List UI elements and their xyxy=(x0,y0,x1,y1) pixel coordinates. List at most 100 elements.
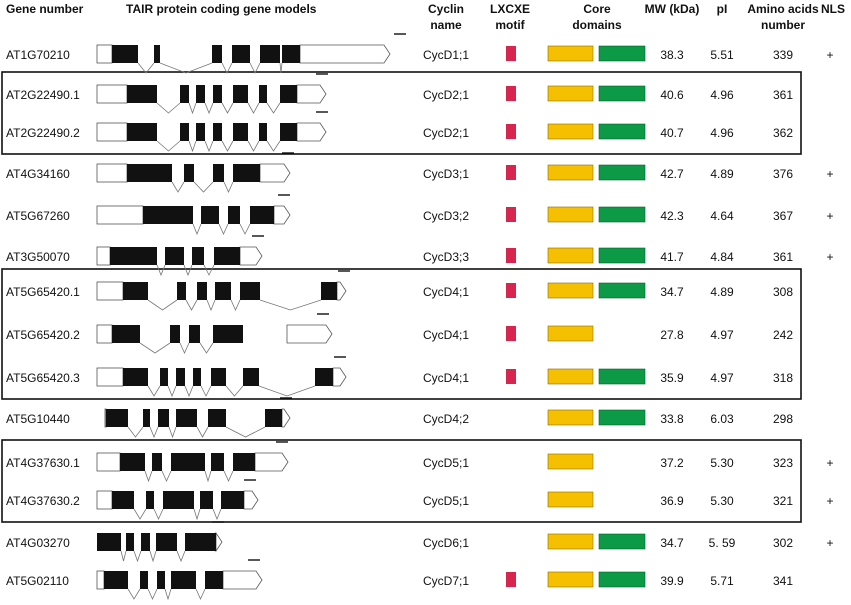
group-box xyxy=(1,268,802,400)
cyclin-name: CycD4;1 xyxy=(423,285,469,299)
utr-5prime xyxy=(104,408,107,428)
exon-block xyxy=(165,247,184,265)
amino-acid-count: 361 xyxy=(773,88,793,102)
lxcxe-motif-mark xyxy=(506,326,516,341)
intron-line xyxy=(167,385,177,398)
intron-line xyxy=(188,140,197,153)
exon-block xyxy=(315,368,333,386)
intron-line xyxy=(176,550,186,563)
amino-acid-count: 308 xyxy=(773,285,793,299)
utr-5prime xyxy=(96,367,124,387)
exon-block xyxy=(196,85,205,103)
core-domain-a xyxy=(547,533,594,550)
gene-number: AT4G37630.2 xyxy=(6,494,80,508)
core-domain-a xyxy=(547,453,594,470)
utr-5prime xyxy=(96,122,128,142)
isoelectric-point: 5.30 xyxy=(710,456,734,470)
gene-model xyxy=(96,111,328,153)
exon-block xyxy=(127,85,157,103)
core-domain-b xyxy=(598,409,646,426)
gene-model xyxy=(96,559,263,601)
utr-5prime xyxy=(96,324,113,344)
exon-block xyxy=(177,282,186,300)
table-row: AT5G65420.2 CycD4;1 27.8 4.97 242 xyxy=(6,325,793,342)
exon-block xyxy=(176,409,197,427)
intron-line xyxy=(279,62,283,74)
isoelectric-point: 6.03 xyxy=(710,412,734,426)
isoelectric-point: 4.97 xyxy=(710,371,734,385)
gene-model xyxy=(96,441,289,483)
isoelectric-point: 5.30 xyxy=(710,494,734,508)
mw-kda: 40.7 xyxy=(660,126,684,140)
exon-block xyxy=(259,85,267,103)
lxcxe-motif-mark xyxy=(506,46,516,61)
cyclin-name: CycD2;1 xyxy=(423,88,469,102)
intron-line xyxy=(149,550,157,563)
utr-3prime xyxy=(336,281,347,301)
intron-line xyxy=(195,588,206,600)
exon-block xyxy=(233,164,260,182)
amino-acid-count: 323 xyxy=(773,456,793,470)
utr-5prime xyxy=(96,44,113,64)
lxcxe-motif-mark xyxy=(506,86,516,101)
amino-acid-count: 362 xyxy=(773,126,793,140)
utr-3prime xyxy=(332,367,347,387)
intron-line xyxy=(247,102,260,114)
gene-model xyxy=(96,313,333,354)
amino-acid-count: 298 xyxy=(773,412,793,426)
utr-3prime xyxy=(259,163,291,183)
gene-model xyxy=(97,521,224,563)
exon-block xyxy=(213,123,222,141)
exon-block xyxy=(106,409,128,427)
header-core-line2: domains xyxy=(572,18,622,32)
intron-line xyxy=(192,223,202,236)
gene-number: AT4G03270 xyxy=(6,536,70,550)
exon-block xyxy=(250,206,274,224)
exon-block xyxy=(112,491,134,509)
table-row: AT5G65420.1 CycD4;1 34.7 4.89 308 xyxy=(6,282,793,299)
lxcxe-motif-mark xyxy=(506,369,516,384)
amino-acid-count: 341 xyxy=(773,574,793,588)
utr-3prime xyxy=(299,44,391,64)
intron-line xyxy=(247,140,260,152)
exon-block xyxy=(221,491,244,509)
exon-block xyxy=(280,123,297,141)
intron-line xyxy=(179,342,190,354)
utr-3prime xyxy=(273,205,291,225)
exon-block xyxy=(146,491,154,509)
exon-block xyxy=(280,85,297,103)
lxcxe-motif-mark xyxy=(506,283,516,298)
header-aa-line2: number xyxy=(761,18,805,32)
mw-kda: 39.9 xyxy=(660,574,684,588)
intron-line xyxy=(206,299,216,312)
exon-block xyxy=(189,325,200,343)
amino-acid-count: 339 xyxy=(773,48,793,62)
exon-block xyxy=(171,571,196,589)
isoelectric-point: 4.89 xyxy=(710,167,734,181)
intron-line xyxy=(168,426,177,439)
exon-block xyxy=(171,453,205,471)
mw-kda: 33.8 xyxy=(660,412,684,426)
table-row: AT4G37630.1 CycD5;1 37.2 5.30 323 + xyxy=(6,453,834,470)
core-domain-b xyxy=(598,164,646,181)
amino-acid-count: 376 xyxy=(773,167,793,181)
intron-line xyxy=(156,264,166,277)
header-gene-models: TAIR protein coding gene models xyxy=(126,2,317,16)
intron-line xyxy=(164,588,172,601)
exon-block xyxy=(260,45,280,63)
utr-3prime xyxy=(286,324,333,344)
exon-block xyxy=(233,453,255,471)
cyclin-name: CycD4;1 xyxy=(423,371,469,385)
exon-block xyxy=(213,85,222,103)
cyclin-name: CycD3;3 xyxy=(423,250,469,264)
utr-5prime xyxy=(96,205,144,225)
exon-block xyxy=(208,409,226,427)
gene-model xyxy=(96,270,350,312)
isoelectric-point: 4.97 xyxy=(710,328,734,342)
intron-line xyxy=(200,385,212,397)
intron-line xyxy=(196,426,209,438)
gene-number: AT5G02110 xyxy=(6,574,69,588)
exon-block xyxy=(157,571,165,589)
exon-block xyxy=(197,282,207,300)
exon-block xyxy=(213,164,224,182)
